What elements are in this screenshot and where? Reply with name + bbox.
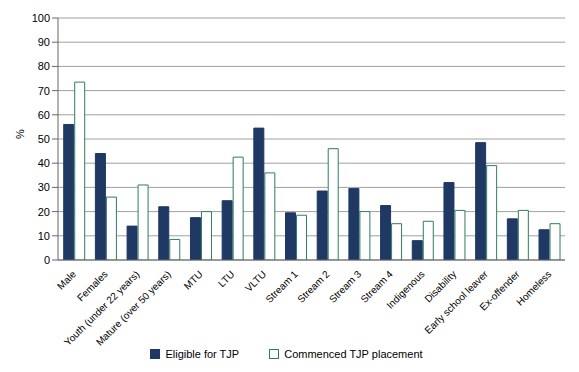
svg-text:Ex-offender: Ex-offender	[478, 268, 523, 313]
svg-text:Mature (over 50 years): Mature (over 50 years)	[94, 268, 173, 347]
svg-text:LTU: LTU	[216, 268, 237, 289]
svg-text:Disability: Disability	[422, 268, 459, 305]
svg-text:VLTU: VLTU	[243, 268, 268, 293]
svg-text:Early school leaver: Early school leaver	[422, 268, 490, 336]
svg-text:Homeless: Homeless	[514, 268, 553, 307]
svg-text:Females: Females	[74, 268, 110, 304]
svg-text:70: 70	[38, 85, 50, 97]
svg-text:100: 100	[32, 12, 50, 24]
svg-text:20: 20	[38, 206, 50, 218]
svg-text:80: 80	[38, 60, 50, 72]
svg-text:90: 90	[38, 36, 50, 48]
svg-text:30: 30	[38, 181, 50, 193]
html-text:Commenced TJP placement: Commenced TJP placement	[284, 348, 423, 360]
svg-text:0: 0	[44, 254, 50, 266]
svg-text:MTU: MTU	[182, 268, 205, 291]
svg-text:50: 50	[38, 133, 50, 145]
svg-text:Stream 2: Stream 2	[295, 268, 332, 305]
html-text:Eligible for TJP: Eligible for TJP	[165, 348, 240, 360]
svg-text:Stream 1: Stream 1	[263, 268, 300, 305]
svg-text:%: %	[14, 129, 26, 139]
svg-text:10: 10	[38, 230, 50, 242]
svg-text:Male: Male	[55, 268, 78, 291]
svg-text:60: 60	[38, 109, 50, 121]
svg-text:Youth (under 22 years): Youth (under 22 years)	[62, 268, 142, 348]
svg-text:Indigenous: Indigenous	[384, 268, 426, 310]
svg-text:Stream 4: Stream 4	[358, 268, 395, 305]
svg-text:Stream 3: Stream 3	[327, 268, 364, 305]
svg-text:40: 40	[38, 157, 50, 169]
